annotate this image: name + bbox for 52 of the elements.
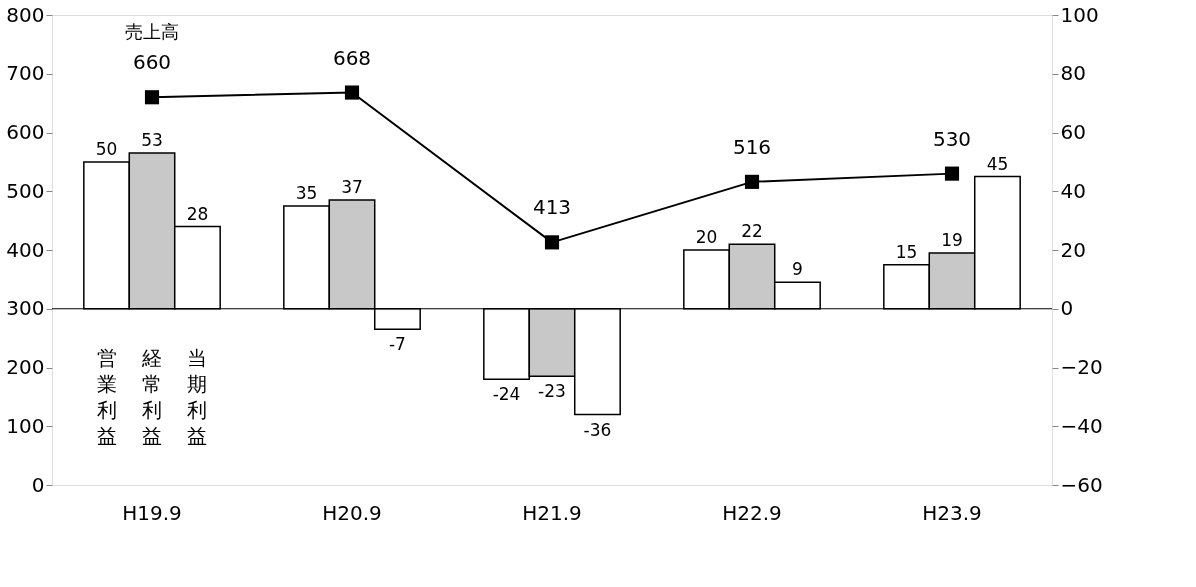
- y-tick-label: 600: [6, 120, 45, 144]
- data-label: 15: [895, 241, 918, 262]
- data-label: 22: [741, 221, 763, 242]
- data-label: -24: [492, 384, 521, 405]
- point: [744, 174, 760, 189]
- data-label: 516: [732, 134, 772, 159]
- data-label: 660: [132, 50, 172, 75]
- data-label: 413: [532, 195, 572, 220]
- point: [944, 166, 960, 181]
- point: [144, 90, 160, 105]
- data-label: -23: [538, 381, 566, 402]
- y2-tick-label: 100: [1060, 2, 1099, 27]
- series-label: 当期利益: [187, 345, 208, 448]
- series-label: 営業利益: [96, 345, 117, 448]
- y-tick-label: 300: [6, 296, 45, 321]
- data-label: -36: [583, 419, 612, 440]
- data-label: 50: [95, 138, 118, 159]
- x-tick-label: H23.9: [922, 500, 982, 525]
- data-label: 19: [941, 229, 963, 250]
- data-label: 28: [186, 203, 209, 224]
- y2-tick-label: 0: [1060, 296, 1074, 321]
- y2-tick-label: 40: [1060, 178, 1086, 203]
- y2-tick-label: 60: [1060, 120, 1086, 144]
- text: 売上高: [125, 21, 179, 42]
- y-tick-label: 700: [6, 61, 45, 86]
- y2-tick-label: 20: [1060, 237, 1086, 262]
- point: [544, 235, 560, 250]
- data-label: 668: [332, 45, 372, 70]
- y-tick-label: 800: [6, 2, 45, 27]
- y2-tick-label: 80: [1060, 61, 1086, 86]
- data-label: 530: [932, 126, 972, 151]
- y-tick-label: 500: [6, 178, 45, 203]
- x-tick-label: H19.9: [122, 500, 182, 525]
- y-tick-label: 100: [6, 413, 45, 438]
- data-label: 20: [695, 227, 718, 247]
- y-tick-label: 0: [31, 472, 45, 497]
- data-label: 37: [341, 177, 363, 198]
- data-label: 9: [792, 259, 803, 280]
- y-tick-label: 200: [6, 355, 45, 379]
- x-tick-label: H20.9: [322, 500, 382, 525]
- data-label: -7: [388, 334, 406, 355]
- y2-tick-label: −20: [1060, 355, 1103, 379]
- data-label: 35: [295, 182, 318, 203]
- x-tick-label: H22.9: [722, 500, 782, 525]
- point: [344, 85, 360, 100]
- y2-tick-label: −60: [1060, 472, 1103, 497]
- data-label: 53: [141, 130, 163, 151]
- y2-tick-label: −40: [1060, 413, 1103, 438]
- y-tick-label: 400: [6, 237, 45, 262]
- data-label: 45: [986, 153, 1009, 174]
- x-tick-label: H21.9: [522, 500, 582, 525]
- series-label: 経常利益: [141, 345, 162, 448]
